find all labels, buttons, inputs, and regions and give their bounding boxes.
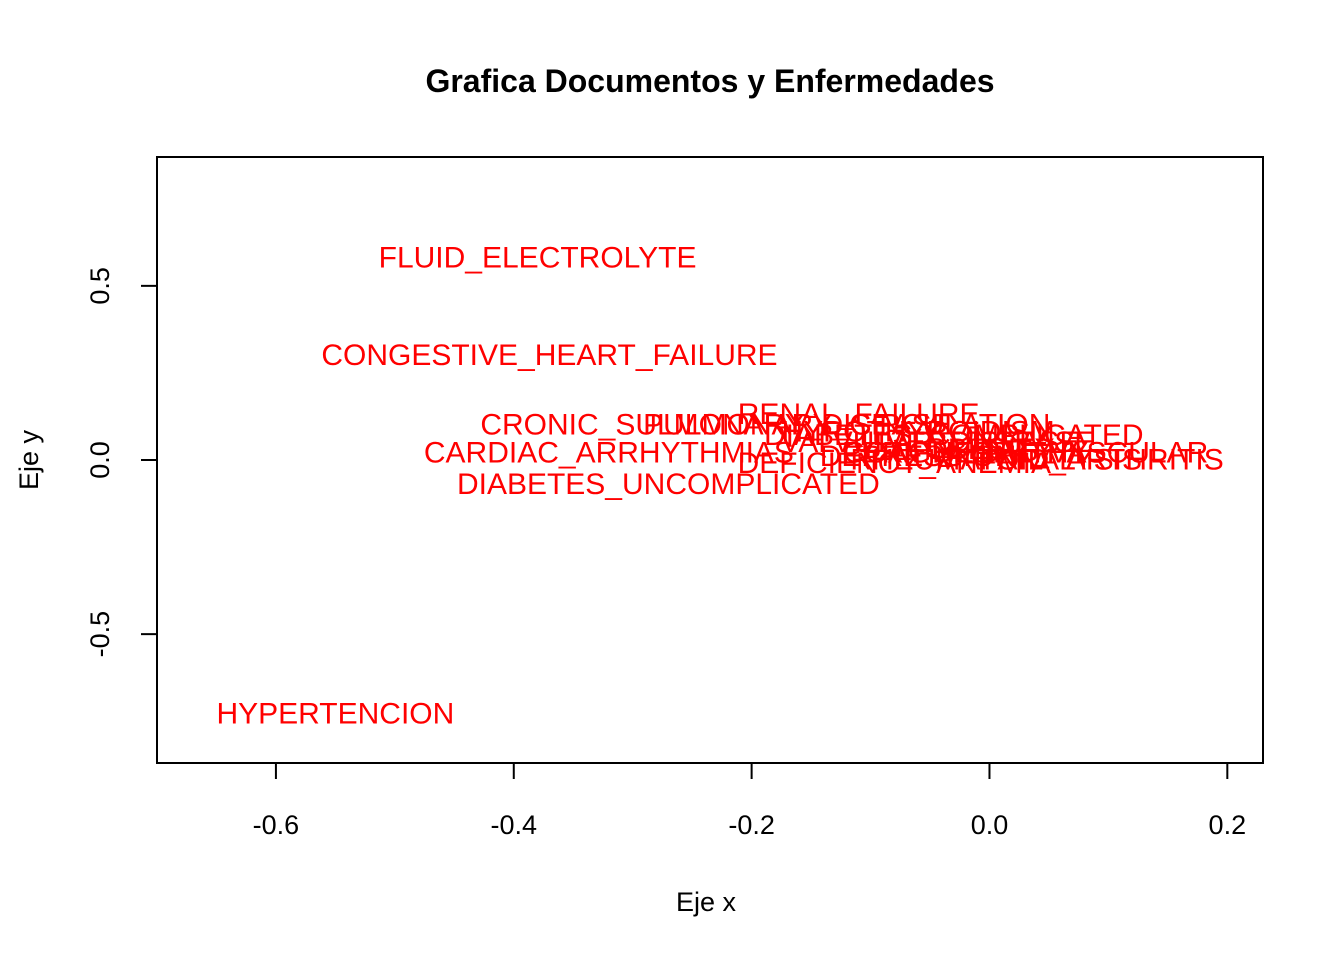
point-label: HYPERTENCION (216, 698, 454, 731)
chart-title: Grafica Documentos y Enfermedades (425, 63, 994, 99)
point-label: PERIPHERAL_VASCULAR (842, 437, 1208, 470)
point-label: LIVER_DISEASE (861, 426, 1094, 459)
x-tick-label: -0.6 (253, 810, 300, 840)
point-label: OBESITY (924, 433, 1054, 466)
point-label: FLUID_ELECTROLYTE (379, 242, 697, 275)
point-label: DEFICIENCY_ANEMIA (738, 447, 1051, 480)
point-label: HYPOTHYROIDISM (781, 416, 1054, 449)
point-label: RENAL_FAILURE (738, 398, 980, 431)
x-tick-label: 0.2 (1209, 810, 1247, 840)
point-label: CONGESTIVE_HEART_FAILURE (321, 339, 777, 372)
point-label: COAGULOPATHY (843, 437, 1089, 470)
point-labels: FLUID_ELECTROLYTE CONGESTIVE_HEART_FAILUR… (216, 242, 1223, 731)
point-label: DIABETES_COMPLICATED (764, 419, 1144, 452)
y-tick-label: 0.0 (85, 441, 115, 479)
point-label: CARDIAC_ARRHYTHMIAS (424, 437, 794, 470)
point-label: CRONIC_SULMONARY_DISEASE (480, 409, 951, 442)
point-label: PULMONARY_CIRCULATION (643, 409, 1050, 442)
point-label: PARALYSIS (980, 444, 1142, 477)
x-axis-label: Eje x (676, 887, 737, 917)
x-tick-label: -0.4 (491, 810, 538, 840)
point-label: VALVULAR_DISEASE (780, 426, 1079, 459)
y-tick-label: 0.5 (85, 267, 115, 305)
y-axis: -0.5 0.0 0.5 (85, 267, 158, 658)
point-label: DIABETES_UNCOMPLICATED (457, 468, 880, 501)
x-axis: -0.6 -0.4 -0.2 0.0 0.2 (253, 762, 1247, 840)
y-axis-label: Eje y (14, 429, 44, 490)
x-tick-label: 0.0 (971, 810, 1009, 840)
x-tick-label: -0.2 (728, 810, 775, 840)
point-label: RHEUMATOID_ARTHRITIS (850, 444, 1223, 477)
y-tick-label: -0.5 (85, 611, 115, 658)
point-label: DEPRESSION (820, 440, 1017, 473)
